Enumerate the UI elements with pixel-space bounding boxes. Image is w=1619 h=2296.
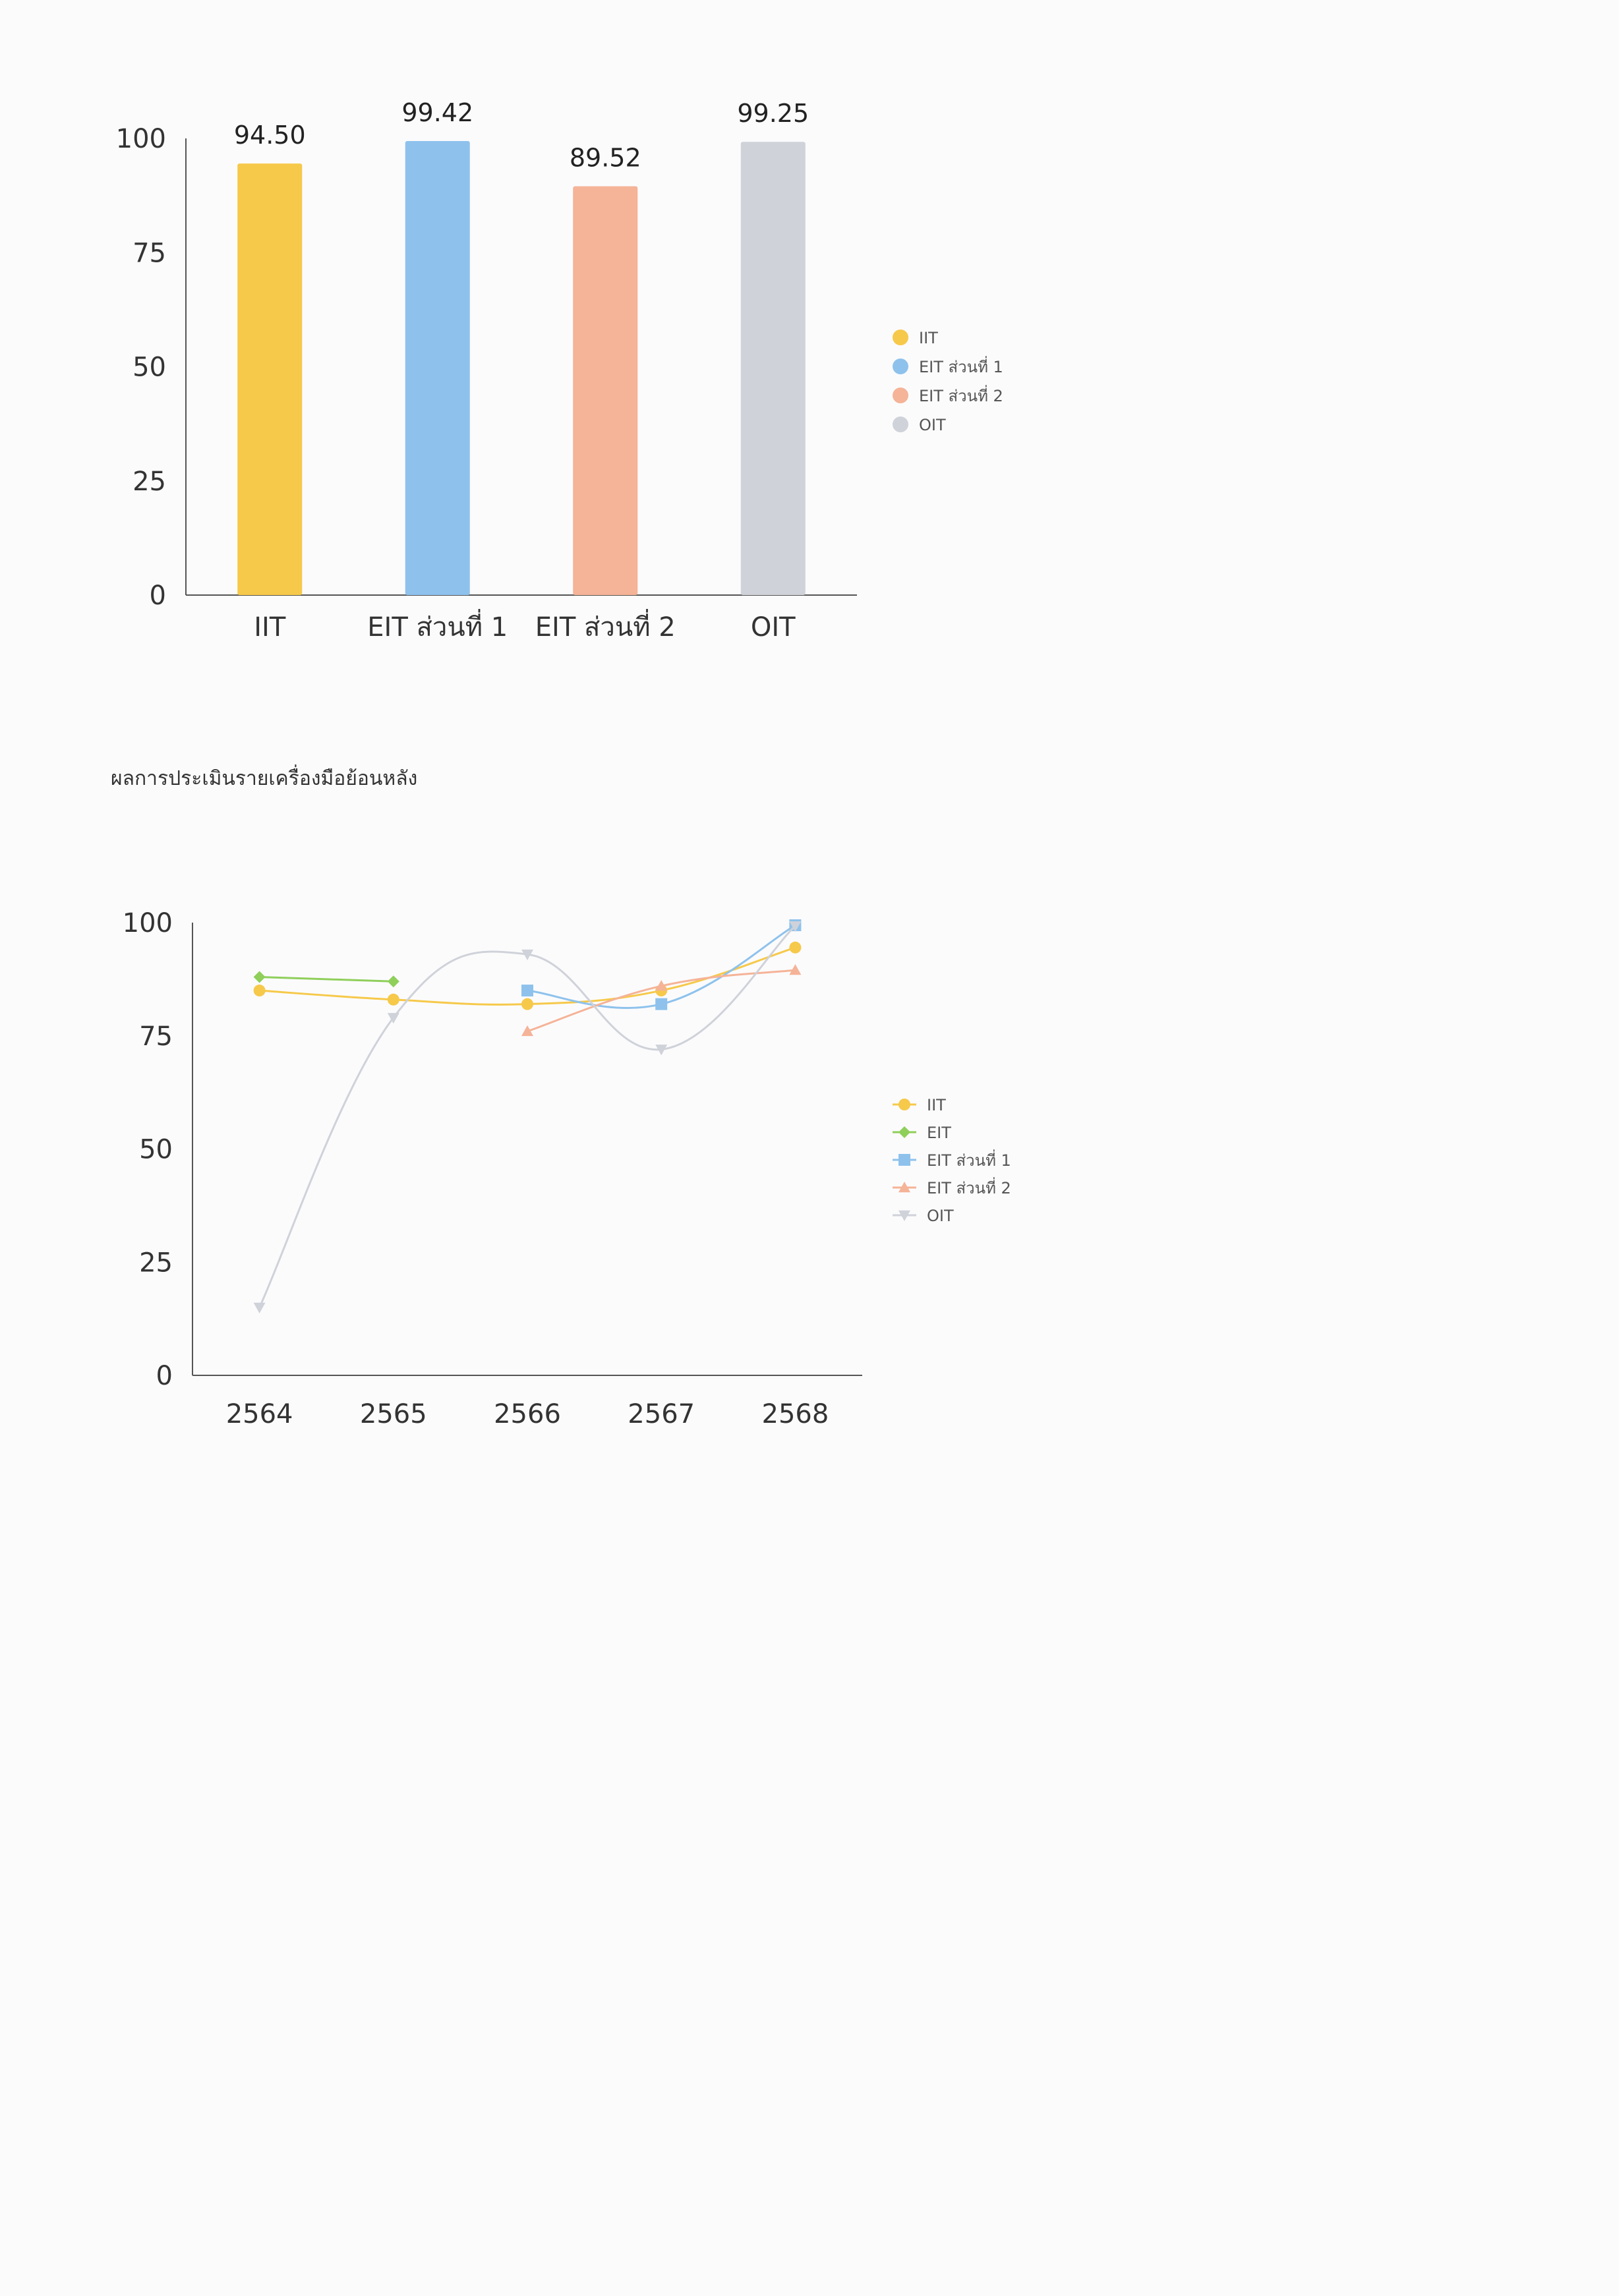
x-tick-label: 2567: [628, 1399, 695, 1429]
bar-chart: 0 25 50 75 100 94.50 IIT 99.42 EIT ส่วนที่ 1 89.5…: [116, 98, 1003, 643]
y-tick-label: 0: [156, 1361, 173, 1391]
bar-value-label: 94.50: [234, 121, 306, 150]
legend-marker: [893, 359, 908, 374]
data-point: [655, 1045, 668, 1056]
legend-label: EIT: [927, 1124, 951, 1142]
x-tick-label: 2564: [226, 1399, 293, 1429]
data-point: [387, 1013, 399, 1024]
x-tick-label: IIT: [254, 612, 286, 643]
legend-label: EIT ส่วนที่ 1: [919, 356, 1003, 376]
data-point: [655, 998, 668, 1010]
data-point: [655, 980, 668, 991]
series-line: [259, 975, 394, 983]
legend-marker: [893, 416, 908, 432]
section-title: ผลการประเมินรายเครื่องมือย้อนหลัง: [111, 767, 418, 790]
legend-marker: [893, 387, 908, 403]
legend-label: OIT: [919, 416, 946, 434]
series-line: [258, 925, 796, 1308]
y-tick-label: 25: [132, 467, 166, 497]
bar-value-label: 99.42: [401, 98, 473, 127]
data-point: [789, 963, 802, 975]
y-tick-label: 100: [123, 908, 173, 938]
bar-value-label: 89.52: [570, 144, 641, 173]
bar-value-label: 99.25: [737, 99, 809, 128]
legend-marker: [898, 1126, 910, 1138]
y-tick-label: 25: [139, 1248, 173, 1278]
legend-label: EIT ส่วนที่ 1: [927, 1149, 1011, 1170]
x-tick-label: EIT ส่วนที่ 1: [367, 609, 508, 643]
data-point: [789, 941, 802, 954]
data-point: [387, 993, 399, 1006]
legend-label: IIT: [927, 1096, 946, 1114]
bar: [740, 142, 806, 595]
data-point: [253, 971, 266, 983]
legend-label: EIT ส่วนที่ 2: [919, 385, 1003, 405]
legend-label: IIT: [919, 329, 938, 347]
x-tick-label: OIT: [751, 612, 796, 643]
x-tick-label: EIT ส่วนที่ 2: [535, 609, 676, 643]
y-tick-label: 100: [116, 124, 166, 154]
legend-label: EIT ส่วนที่ 2: [927, 1177, 1011, 1197]
data-point: [521, 985, 533, 997]
data-point: [387, 975, 399, 988]
line-chart: 0 25 50 75 100 2564 2565 2566 2567 2568 IIT EIT EIT …: [123, 908, 1011, 1429]
bar: [405, 141, 470, 595]
data-point: [789, 921, 802, 933]
legend-marker: [898, 1099, 910, 1110]
legend-marker: [893, 330, 908, 345]
data-point: [521, 998, 533, 1010]
data-point: [521, 1025, 533, 1037]
y-tick-label: 75: [132, 238, 166, 268]
x-tick-label: 2565: [360, 1399, 427, 1429]
x-tick-label: 2566: [494, 1399, 561, 1429]
legend-marker: [898, 1210, 910, 1221]
data-point: [521, 949, 533, 961]
y-tick-label: 50: [139, 1135, 173, 1165]
y-tick-label: 0: [150, 581, 166, 611]
legend-marker: [898, 1154, 910, 1166]
x-tick-label: 2568: [762, 1399, 829, 1429]
y-tick-label: 50: [132, 353, 166, 383]
data-point: [253, 985, 266, 997]
legend-label: OIT: [927, 1207, 954, 1225]
y-tick-label: 75: [139, 1021, 173, 1052]
bar: [573, 186, 638, 595]
data-point: [253, 1302, 266, 1313]
legend-marker: [898, 1182, 910, 1193]
bar: [237, 163, 303, 596]
